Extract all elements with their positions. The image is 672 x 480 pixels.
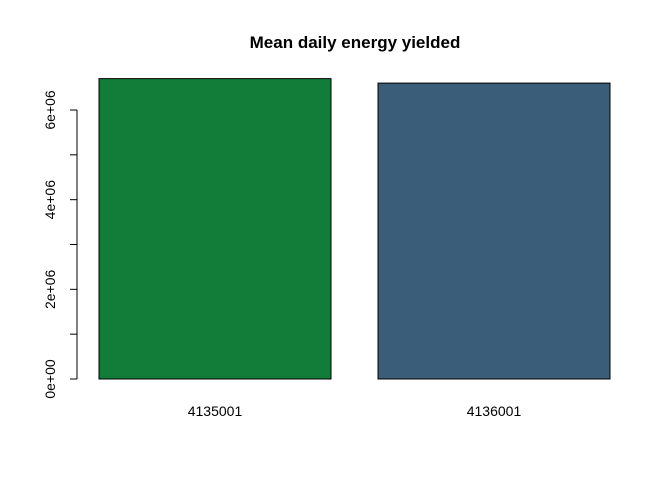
- chart-title: Mean daily energy yielded: [250, 33, 461, 52]
- y-tick-label: 4e+06: [42, 180, 58, 220]
- x-axis-labels: 4135001 4136001: [188, 403, 522, 419]
- bar-4136001: [377, 82, 611, 380]
- bars-group: [98, 78, 611, 380]
- x-category-label: 4136001: [467, 403, 522, 419]
- y-tick-label: 6e+06: [42, 90, 58, 130]
- y-tick-label: 0e+00: [42, 359, 58, 399]
- y-tick-label: 2e+06: [42, 269, 58, 309]
- x-category-label: 4135001: [188, 403, 243, 419]
- bar-4135001: [98, 78, 332, 380]
- y-axis: 0e+00 2e+06 4e+06 6e+06: [42, 90, 78, 399]
